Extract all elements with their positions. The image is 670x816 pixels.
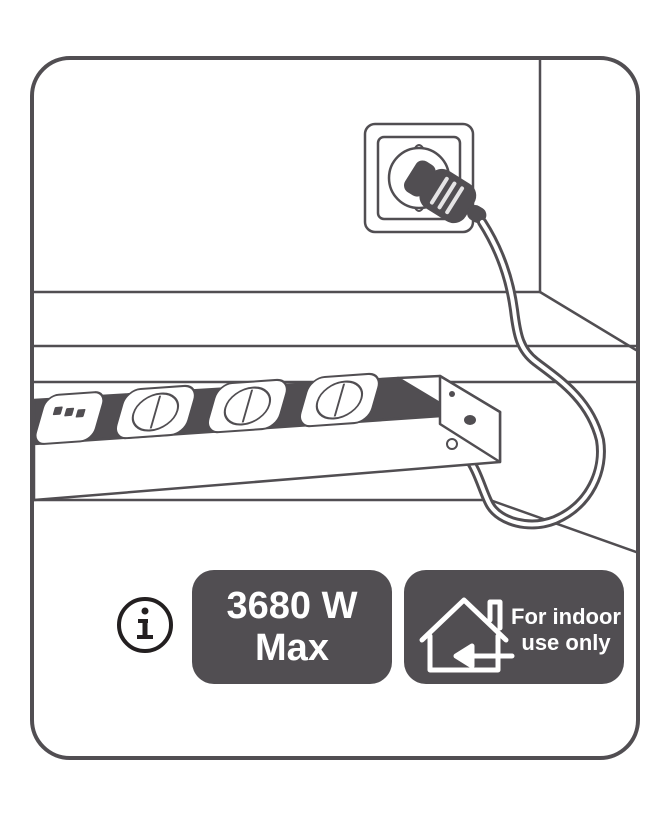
badge-indoor: For indoor use only: [404, 570, 624, 684]
power-cable: [432, 222, 601, 524]
watt-line2: Max: [255, 627, 329, 669]
power-strip: [32, 373, 500, 500]
indoor-line2: use only: [521, 630, 611, 655]
badge-max-watt: 3680 W Max: [192, 570, 392, 684]
instruction-panel: 3680 W Max For indoor use only: [0, 0, 670, 816]
watt-line1: 3680 W: [227, 585, 358, 627]
indoor-line1: For indoor: [511, 604, 621, 629]
info-icon: [119, 599, 171, 651]
